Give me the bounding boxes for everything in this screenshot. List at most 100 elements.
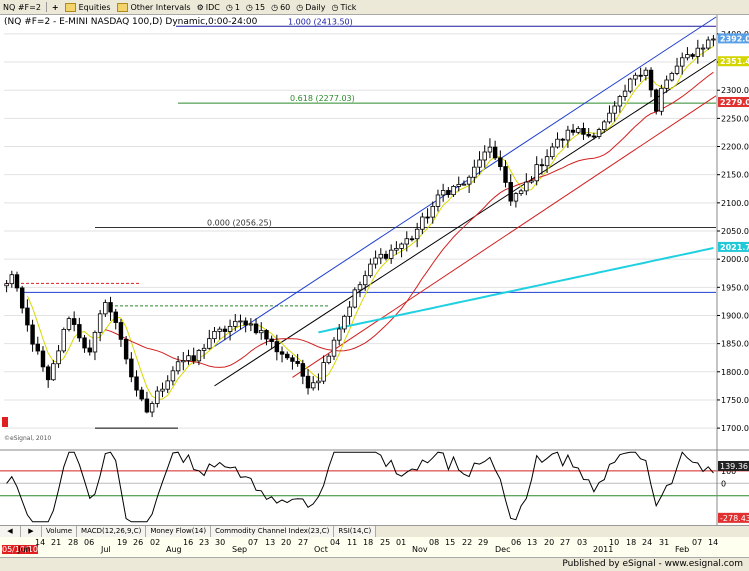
date-tick-label: 26 <box>133 538 144 547</box>
candle-body <box>388 249 394 259</box>
date-tick-label: 06 <box>511 538 522 547</box>
price-tick-label: 1900.00 <box>721 311 749 320</box>
idc-button[interactable]: ⚙ IDC <box>194 0 223 14</box>
candle-body <box>586 133 591 137</box>
date-tick-label: 25 <box>380 538 391 547</box>
candle-body <box>711 38 716 41</box>
date-tick-label: 11 <box>347 538 358 547</box>
date-tick-label: 18 <box>363 538 374 547</box>
date-tick-label: 10 <box>609 538 620 547</box>
candle-body <box>440 190 446 196</box>
tab-rsi[interactable]: RSI(14,C) <box>334 526 377 537</box>
candlesticks <box>4 35 716 418</box>
candle-body <box>326 355 332 363</box>
date-tick-label: 05/10/10 <box>2 545 38 554</box>
date-tick-label: Jun <box>18 545 31 554</box>
candle-body <box>482 151 487 161</box>
candle-body <box>430 206 435 218</box>
candle-body <box>477 159 482 168</box>
clock-icon: ◷ <box>225 2 233 12</box>
candle-body <box>550 146 555 158</box>
cci-panel[interactable]: 100 0 139.36 -278.43 <box>0 451 749 523</box>
candle-body <box>155 390 160 404</box>
clock-icon: ◷ <box>296 2 304 12</box>
candle-body <box>207 338 212 349</box>
footer-credit: Published by eSignal - www.esignal.com <box>562 559 743 569</box>
candle-body <box>685 54 690 59</box>
date-tick-label: 15 <box>445 538 456 547</box>
candle-body <box>466 176 472 185</box>
date-tick-label: 14 <box>708 538 719 547</box>
price-tick-label: 1750.00 <box>721 396 749 405</box>
date-tick-label: 31 <box>659 538 670 547</box>
interval-daily-button[interactable]: ◷ Daily <box>293 0 328 14</box>
candle-body <box>108 302 113 313</box>
tab-money-flow[interactable]: Money Flow(14) <box>146 526 212 537</box>
candle-body <box>659 87 664 112</box>
equities-menu[interactable]: Equities <box>62 0 114 14</box>
candle-body <box>435 194 441 207</box>
candle-body <box>25 307 30 326</box>
candle-body <box>175 361 181 372</box>
candle-body <box>565 129 571 141</box>
candle-body <box>518 190 524 194</box>
interval-1-label: 1 <box>234 2 240 12</box>
candle-body <box>472 166 477 178</box>
candle-body <box>607 112 612 123</box>
price-chart[interactable]: 1.000 (2413.50) 0.618 (2277.03) 0.000 (205… <box>0 15 749 525</box>
candle-body <box>352 289 358 308</box>
other-intervals-menu[interactable]: Other Intervals <box>114 0 194 14</box>
candle-body <box>378 253 384 259</box>
candle-body <box>201 347 207 351</box>
candle-body <box>399 243 404 249</box>
tab-scroll-left-button[interactable]: ◀ <box>0 526 21 537</box>
candle-body <box>217 328 222 332</box>
candle-body <box>612 105 617 114</box>
candle-body <box>87 347 92 353</box>
candle-body <box>373 257 378 265</box>
candle-body <box>622 90 628 97</box>
interval-tick-button[interactable]: ◷ Tick <box>329 0 360 14</box>
symbol-box[interactable]: NQ #F=2 <box>0 0 44 14</box>
candle-body <box>139 389 144 400</box>
add-button[interactable]: + <box>49 0 62 14</box>
candle-body <box>596 129 602 137</box>
tab-cci[interactable]: Commodity Channel Index(23,C) <box>211 526 335 537</box>
candle-body <box>576 128 581 133</box>
price-tick-label: 1800.00 <box>721 368 749 377</box>
ma-medium-line <box>105 71 714 368</box>
price-badge <box>718 97 749 108</box>
candle-body <box>144 398 150 413</box>
tab-macd[interactable]: MACD(12,26,9,C) <box>77 526 147 537</box>
interval-15-button[interactable]: ◷ 15 <box>243 0 268 14</box>
candle-body <box>617 96 623 107</box>
tab-scroll-right-button[interactable]: ▶ <box>21 526 42 537</box>
price-tick-label: 2150.00 <box>721 171 749 180</box>
candle-body <box>628 78 633 92</box>
candle-body <box>446 190 451 196</box>
ma-long-line <box>318 247 714 334</box>
tab-volume[interactable]: Volume <box>42 526 78 537</box>
candle-body <box>503 166 508 183</box>
price-tick-label: 2200.00 <box>721 143 749 152</box>
interval-60-button[interactable]: ◷ 60 <box>268 0 293 14</box>
upper-channel-line <box>214 16 717 347</box>
candle-body <box>51 363 56 381</box>
folder-icon <box>116 2 128 12</box>
date-tick-label: 18 <box>626 538 637 547</box>
date-tick-label: 03 <box>577 538 588 547</box>
date-axis: 05/10/10 Jun 14 21 28 06 Jul 19 26 02 Aug 16 23 30 Sep… <box>0 537 749 557</box>
candle-body <box>212 330 217 340</box>
date-tick-label: Oct <box>314 545 328 554</box>
candle-body <box>9 274 15 285</box>
interval-1-button[interactable]: ◷ 1 <box>223 0 243 14</box>
candle-body <box>279 351 285 355</box>
date-tick-label: 02 <box>150 538 161 547</box>
date-tick-label: 27 <box>560 538 571 547</box>
candle-body <box>669 73 675 81</box>
candle-body <box>97 313 103 333</box>
candle-body <box>253 323 259 334</box>
date-tick-label: Sep <box>232 545 248 554</box>
clock-icon: ◷ <box>271 2 279 12</box>
candle-body <box>129 358 134 378</box>
